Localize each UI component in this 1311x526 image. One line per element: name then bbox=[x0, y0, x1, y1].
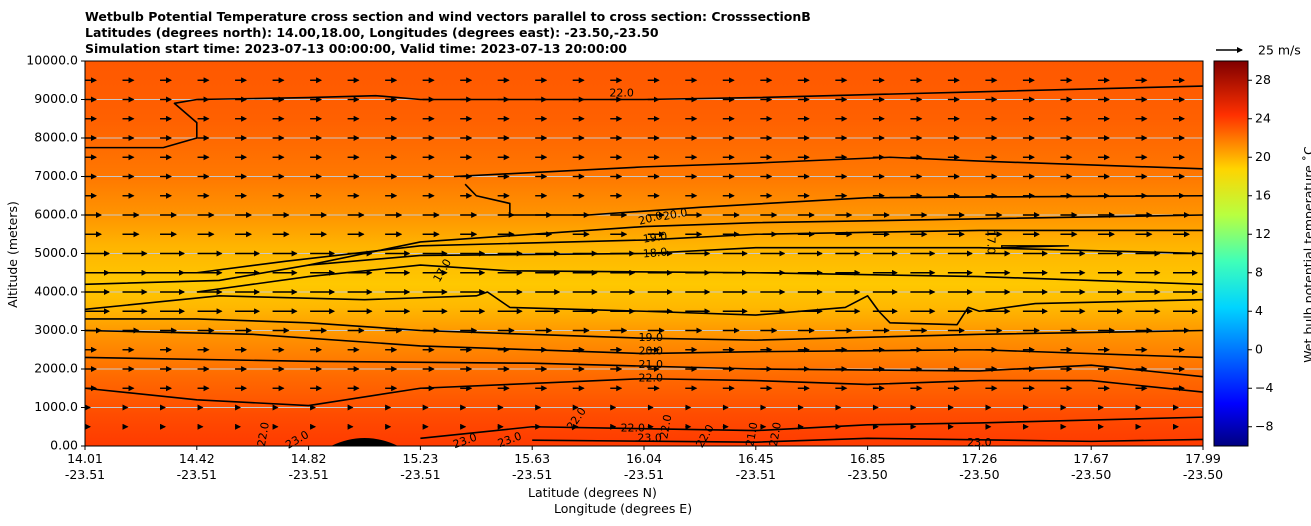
x-tick-label-lon: -23.50 bbox=[847, 467, 887, 482]
contour-label: 19.0 bbox=[638, 331, 663, 344]
x-tick-label-lon: -23.51 bbox=[400, 467, 440, 482]
terrain-shape bbox=[330, 438, 399, 446]
contour-line-21.0 bbox=[453, 156, 1204, 178]
contour-label: 22.0 bbox=[609, 87, 634, 100]
contour-line-22.0 bbox=[84, 377, 1204, 407]
contour-line-22.0c bbox=[420, 416, 1204, 440]
x-tick-label-lat: 14.42 bbox=[179, 451, 215, 466]
y-tick-label: 9000.0 bbox=[34, 91, 78, 106]
colorbar-tick-label: 20 bbox=[1255, 149, 1271, 164]
contour-label: 18.0 bbox=[642, 245, 668, 260]
x-tick-label-lon: -23.50 bbox=[959, 467, 999, 482]
contour-label: 22.0 bbox=[638, 372, 663, 385]
chart-title-line-2: Latitudes (degrees north): 14.00,18.00, … bbox=[85, 25, 659, 40]
contour-label: 17.0 bbox=[985, 230, 998, 255]
colorbar-tick-label: 28 bbox=[1255, 72, 1271, 87]
colorbar-tick-label: 8 bbox=[1255, 264, 1263, 279]
contour-label: 19.0 bbox=[642, 229, 668, 245]
contour-label: 22.0 bbox=[767, 421, 784, 447]
x-tick-label-lat: 14.01 bbox=[67, 451, 103, 466]
x-tick-label-lon: -23.51 bbox=[177, 467, 217, 482]
chart-title-line-1: Wetbulb Potential Temperature cross sect… bbox=[85, 9, 811, 24]
y-tick-label: 7000.0 bbox=[34, 168, 78, 183]
contour-line-20.0 bbox=[84, 329, 1204, 359]
y-tick-label: 6000.0 bbox=[34, 207, 78, 222]
y-tick-label: 1000.0 bbox=[34, 399, 78, 414]
x-tick-label-lat: 16.85 bbox=[850, 451, 886, 466]
contour-line-20.0b bbox=[308, 214, 1204, 266]
contour-label: 21.0 bbox=[638, 358, 663, 371]
x-tick-label-lon: -23.50 bbox=[1183, 467, 1223, 482]
contour-line-23.0 bbox=[532, 437, 1204, 443]
y-axis-title: Altitude (meters) bbox=[4, 201, 20, 308]
y-tick-label: 5000.0 bbox=[34, 245, 78, 260]
y-tick-label: 8000.0 bbox=[34, 130, 78, 145]
contour-label: 23.0 bbox=[637, 431, 662, 444]
contour-line-19.0 bbox=[85, 229, 1203, 274]
colorbar-tick-label: 0 bbox=[1255, 341, 1263, 356]
y-tick-label: 10000.0 bbox=[26, 53, 78, 68]
x-tick-label-lat: 17.26 bbox=[962, 451, 998, 466]
x-tick-label-lon: -23.50 bbox=[1071, 467, 1111, 482]
colorbar-tick-label: −4 bbox=[1255, 380, 1273, 395]
contour-label: 20.0 bbox=[638, 345, 663, 358]
contour-label: 22.0 bbox=[621, 422, 646, 435]
x-tick-label-lon: -23.51 bbox=[736, 467, 776, 482]
x-tick-label-lat: 16.04 bbox=[626, 451, 662, 466]
x-tick-label-lat: 15.23 bbox=[403, 451, 439, 466]
contour-line-21.0 bbox=[84, 356, 1204, 378]
y-tick-label: 2000.0 bbox=[34, 361, 78, 376]
colorbar-tick-label: 12 bbox=[1255, 226, 1271, 241]
x-tick-label-lat: 15.63 bbox=[514, 451, 550, 466]
x-tick-label-lon: -23.51 bbox=[624, 467, 664, 482]
colorbar bbox=[1213, 60, 1249, 447]
x-tick-label-lon: -23.51 bbox=[65, 467, 105, 482]
quiver-key-label: 25 m/s bbox=[1258, 43, 1301, 58]
x-axis-title-latitude: Latitude (degrees N) bbox=[528, 485, 657, 500]
colorbar-label: Wet bulb potential temperature ˚C bbox=[1300, 146, 1311, 363]
x-tick-label-lon: -23.51 bbox=[288, 467, 328, 482]
contour-line-closed bbox=[1001, 245, 1069, 249]
contour-label: 22.0 bbox=[255, 421, 272, 447]
contour-line-19.0 bbox=[85, 318, 1204, 341]
contour-line-17.0 bbox=[196, 264, 1204, 293]
contour-line-18.0 bbox=[84, 246, 1204, 286]
x-tick-label-lat: 16.45 bbox=[738, 451, 774, 466]
colorbar-tick-label: 16 bbox=[1255, 187, 1271, 202]
contour-label: 20.0 bbox=[662, 206, 688, 223]
y-tick-label: 0.00 bbox=[50, 438, 78, 453]
chart-title-line-3: Simulation start time: 2023-07-13 00:00:… bbox=[85, 41, 627, 56]
contour-line-22.0 bbox=[85, 85, 1204, 149]
x-tick-label-lat: 17.67 bbox=[1073, 451, 1109, 466]
colorbar-tick-label: −8 bbox=[1255, 418, 1273, 433]
y-tick-label: 3000.0 bbox=[34, 322, 78, 337]
colorbar-tick-label: 4 bbox=[1255, 303, 1263, 318]
contour-label: 22.0 bbox=[657, 413, 674, 439]
x-tick-label-lon: -23.51 bbox=[512, 467, 552, 482]
x-axis-title-longitude: Longitude (degrees E) bbox=[554, 501, 693, 516]
x-tick-label-lat: 17.99 bbox=[1185, 451, 1221, 466]
contour-label: 21.0 bbox=[743, 421, 760, 447]
x-tick-label-lat: 14.82 bbox=[291, 451, 327, 466]
colorbar-tick-label: 24 bbox=[1255, 110, 1271, 125]
y-tick-label: 4000.0 bbox=[34, 284, 78, 299]
contour-label: 20.0 bbox=[637, 209, 664, 228]
